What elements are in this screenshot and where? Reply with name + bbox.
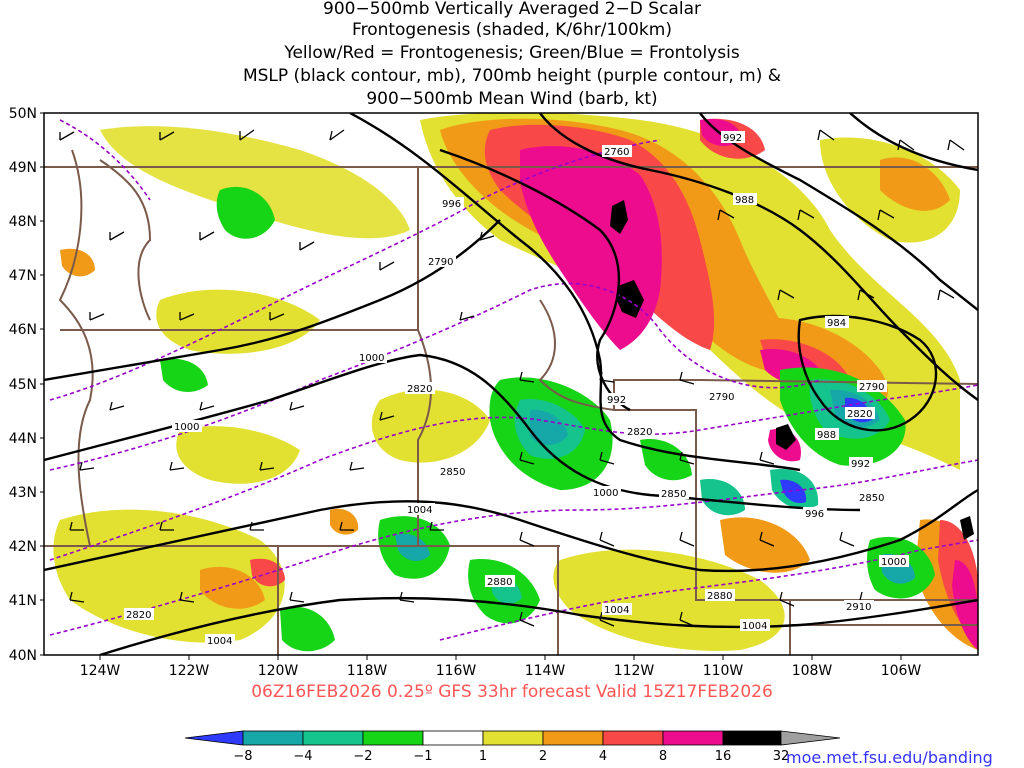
mslp-label: 988 [735,195,754,206]
colorbar-cell [542,730,604,746]
title-line-2: Frontogenesis (shaded, K/6hr/100km) [352,20,672,40]
colorbar-label: 32 [773,749,790,764]
lon-label: 124W [80,663,121,679]
mslp-label: 1000 [593,488,618,499]
colorbar-cell [362,730,424,746]
mslp-label: 1000 [881,557,906,568]
lon-label: 112W [614,663,655,679]
colorbar-label: −1 [413,749,432,764]
height-label: 2850 [440,467,465,478]
wind-barbs [59,129,965,627]
colorbar: −8 −4 −2 −1 1 2 4 8 16 32 [184,730,841,764]
colorbar-label: 1 [479,749,487,764]
mslp-label: 996 [805,509,824,520]
colorbar-label: 16 [715,749,732,764]
lat-label: 50N [9,106,37,122]
colorbar-label: 8 [659,749,667,764]
lon-label: 114W [525,663,566,679]
mslp-label: 992 [723,133,742,144]
colorbar-label: 2 [539,749,547,764]
colorbar-cell [242,730,304,746]
lat-label: 40N [9,648,37,664]
colorbar-cell [602,730,664,746]
lon-label: 120W [258,663,299,679]
colorbar-label: 4 [599,749,607,764]
lon-label: 106W [881,663,922,679]
height-label: 2790 [428,257,453,268]
lat-label: 48N [9,214,37,230]
mslp-label: 1004 [604,605,629,616]
colorbar-cell [302,730,364,746]
lon-axis [99,655,902,660]
lon-label: 108W [792,663,833,679]
mslp-label: 1004 [407,505,432,516]
colorbar-cell-left-arrow [184,730,244,746]
title-line-4: MSLP (black contour, mb), 700mb height (… [242,66,782,86]
mslp-label: 996 [442,199,461,210]
lat-label: 45N [9,377,37,393]
lat-label: 42N [9,539,37,555]
lon-label: 110W [703,663,744,679]
height-label: 2790 [709,392,734,403]
mslp-label: 988 [817,430,836,441]
colorbar-cell [482,730,544,746]
height-label: 2820 [407,384,432,395]
height-label: 2790 [859,382,884,393]
mslp-label: 1000 [174,422,199,433]
lat-label: 43N [9,485,37,501]
credit-link[interactable]: moe.met.fsu.edu/banding [786,748,993,767]
mslp-label: 992 [607,395,626,406]
lon-label: 118W [347,663,388,679]
mslp-label: 1004 [742,621,767,632]
mslp-label-group: 992 988 996 984 1000 992 988 992 1000 10… [172,131,909,647]
height-label: 2880 [487,577,512,588]
title-line-1: 900−500mb Vertically Averaged 2−D Scalar [323,0,701,19]
colorbar-cell [722,730,782,746]
height-label: 2820 [126,610,151,621]
height-label: 2760 [604,147,629,158]
valid-time-label: 06Z16FEB2026 0.25º GFS 33hr forecast Val… [251,682,773,702]
height-label: 2910 [846,602,871,613]
title-line-3: Yellow/Red = Frontogenesis; Green/Blue =… [284,43,740,63]
lon-label: 122W [169,663,210,679]
colorbar-label: −8 [233,749,252,764]
height-label: 2850 [859,493,884,504]
lat-label: 49N [9,160,37,176]
colorbar-cell [422,730,484,746]
colorbar-cell-right-arrow [780,730,841,746]
lat-label: 47N [9,268,37,284]
height-contours [49,119,978,641]
colorbar-cell [662,730,724,746]
title-line-5: 900−500mb Mean Wind (barb, kt) [366,89,658,109]
lat-axis [40,112,44,656]
height-label: 2880 [707,591,732,602]
mslp-label: 1004 [207,636,232,647]
lat-label: 46N [9,322,37,338]
colorbar-label: −4 [293,749,312,764]
mslp-label: 984 [827,318,846,329]
colorbar-label: −2 [353,749,372,764]
lat-label: 44N [9,431,37,447]
lat-label: 41N [9,593,37,609]
lon-label: 116W [436,663,477,679]
height-label-group: 2760 2790 2820 2790 2820 2820 2790 2850 … [124,145,887,621]
height-label: 2850 [661,489,686,500]
height-label: 2820 [627,427,652,438]
mslp-label: 1000 [359,353,384,364]
height-label: 2820 [847,409,872,420]
mslp-label: 992 [851,459,870,470]
political-borders [44,149,978,655]
